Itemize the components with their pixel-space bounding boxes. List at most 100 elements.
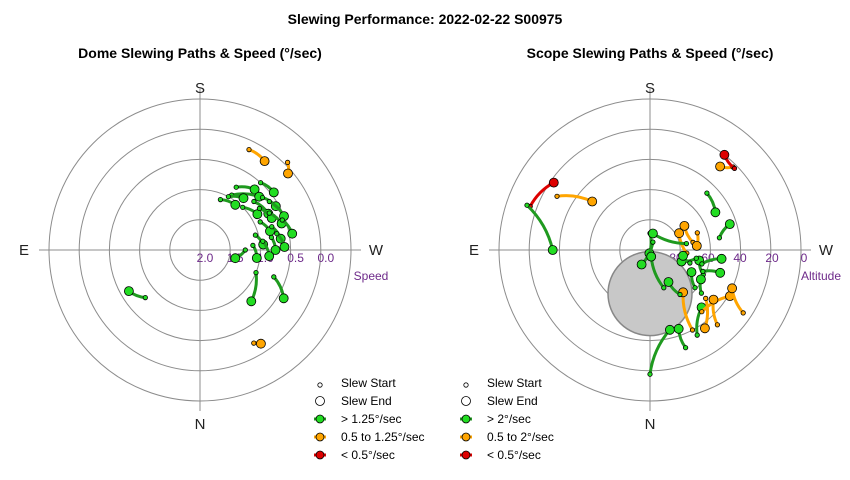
legend-dot-mid [316,433,324,441]
slew-start-1 [285,160,289,164]
slew-end-6 [239,194,248,203]
slew-start-7 [218,197,222,201]
slew-end-9 [725,220,734,229]
slew-end-8 [717,254,726,263]
legend-end-marker [462,397,471,406]
radial-tick-label: 40 [733,251,747,265]
slew-start-13 [267,211,271,215]
slew-start-17 [253,233,257,237]
slew-end-24 [728,284,737,293]
legend-label: < 0.5°/sec [341,448,395,462]
slew-start-22 [243,248,247,252]
slew-end-0 [260,157,269,166]
slew-start-28 [684,241,688,245]
slew-path-13 [530,183,554,207]
cardinal-right: W [369,242,384,259]
slew-end-2 [256,339,265,348]
slew-end-12 [720,150,729,159]
slew-start-14 [258,220,262,224]
slew-start-8 [700,262,704,266]
slew-end-14 [548,246,557,255]
dome-panel: Dome Slewing Paths & Speed (°/sec)SNEW2.… [19,45,425,462]
radial-axis-label: Altitude [801,269,841,283]
slew-end-10 [711,208,720,217]
slew-end-3 [687,268,696,277]
slew-end-0 [665,325,674,334]
slew-end-11 [716,162,725,171]
slew-end-24 [247,297,256,306]
cardinal-left: E [469,242,479,259]
slew-end-13 [549,178,558,187]
figure-title: Slewing Performance: 2022-02-22 S00975 [288,11,563,27]
slew-paths [124,147,296,348]
slew-end-5 [674,324,683,333]
cardinal-bottom: N [645,416,656,433]
slew-start-7 [701,269,705,273]
legend-label: > 2°/sec [487,412,531,426]
slew-start-18 [275,232,279,236]
slew-start-29 [688,261,692,265]
slew-start-26 [662,286,666,290]
legend-label: Slew Start [487,376,542,390]
slew-start-12 [732,166,736,170]
legend: Slew StartSlew End> 1.25°/sec0.5 to 1.25… [314,376,425,462]
scope-panel: Scope Slewing Paths & Speed (°/sec)SNEW8… [460,45,841,462]
slew-end-4 [269,188,278,197]
slew-end-1 [284,169,293,178]
slew-start-4 [258,181,262,185]
radial-tick-label: 0 [801,251,808,265]
slew-end-17 [637,260,646,269]
legend-label: Slew End [487,394,538,408]
legend-dot-slow [462,451,470,459]
slew-start-2 [690,328,694,332]
slew-end-21 [696,275,705,284]
slew-end-18 [280,243,289,252]
slew-start-24 [254,270,258,274]
legend-label: 0.5 to 2°/sec [487,430,554,444]
radial-tick-label: 20 [765,251,779,265]
slew-start-15 [555,194,559,198]
slew-end-20 [265,252,274,261]
slew-start-17 [651,240,655,244]
panel-title: Scope Slewing Paths & Speed (°/sec) [527,45,774,61]
radial-tick-label: 2.0 [197,251,214,265]
legend-label: 0.5 to 1.25°/sec [341,430,425,444]
slew-start-14 [525,203,529,207]
slew-start-25 [695,231,699,235]
legend-dot-fast [462,415,470,423]
legend-label: < 0.5°/sec [487,448,541,462]
slew-start-27 [678,292,682,296]
legend: Slew Start Slew End > 2°/sec 0.5 to 2°/sec <… [460,376,554,462]
slew-end-7 [231,200,240,209]
legend-dot-mid [462,433,470,441]
slew-end-15 [288,229,297,238]
slew-start-21 [251,243,255,247]
slew-start-22 [700,310,704,314]
cardinal-top: S [645,80,655,97]
slew-start-3 [234,185,238,189]
slew-start-15 [280,218,284,222]
cardinal-left: E [19,242,29,259]
slew-start-9 [717,236,721,240]
slew-end-7 [716,268,725,277]
slew-end-29 [679,251,688,260]
slew-start-3 [693,286,697,290]
slew-start-23 [272,275,276,279]
slew-start-11 [267,199,271,203]
slew-start-4 [704,296,708,300]
slew-end-4 [700,324,709,333]
legend-start-marker [318,383,322,387]
legend-end-marker [316,397,325,406]
slew-start-8 [260,195,264,199]
slew-start-9 [252,199,256,203]
slew-start-12 [257,206,261,210]
panel-title: Dome Slewing Paths & Speed (°/sec) [78,45,322,61]
slew-start-0 [648,372,652,376]
radial-axis-label: Speed [354,269,389,283]
slew-start-10 [241,205,245,209]
slew-end-19 [680,221,689,230]
cardinal-bottom: N [195,416,206,433]
slew-end-25 [692,241,701,250]
